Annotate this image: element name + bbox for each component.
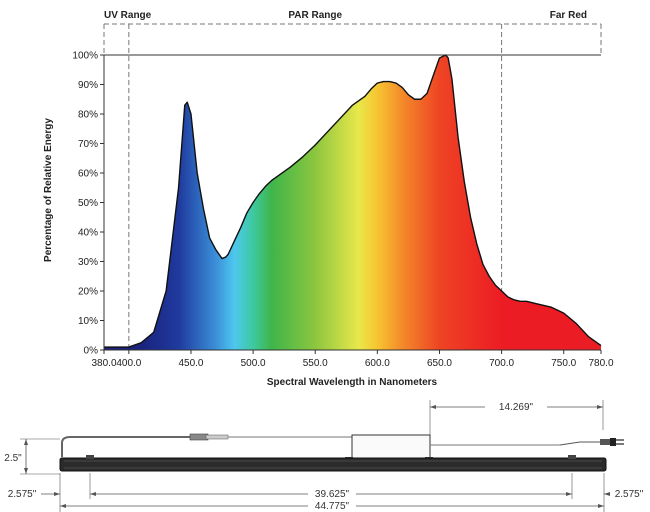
x-tick-label: 500.0	[241, 358, 266, 369]
x-tick-label: 380.0	[91, 358, 116, 369]
x-tick-label: 450.0	[178, 358, 203, 369]
spectrum-area	[104, 55, 601, 350]
y-tick-label: 100%	[72, 51, 98, 62]
x-axis-title: Spectral Wavelength in Nanometers	[267, 377, 438, 388]
y-axis-title: Percentage of Relative Energy	[43, 118, 54, 262]
fixture-body	[59, 433, 624, 472]
y-tick-label: 0%	[84, 346, 99, 357]
right-offset-label: 2.575"	[615, 489, 644, 500]
y-tick-label: 80%	[78, 110, 98, 121]
x-tick-label: 780.0	[588, 358, 613, 369]
fixture-dimension-drawing: 14.269" 2.5"	[2, 400, 648, 512]
x-tick-label: 700.0	[489, 358, 514, 369]
x-tick-label: 600.0	[365, 358, 390, 369]
x-tick-label: 550.0	[303, 358, 328, 369]
cord-length-dimension: 14.269"	[429, 400, 604, 440]
y-tick-label: 90%	[78, 80, 98, 91]
spectrum-chart: UV Range PAR Range Far Red 0% 10% 20% 30% 40% 5…	[43, 10, 614, 388]
range-regions: UV Range PAR Range Far Red	[103, 10, 602, 350]
y-tick-label: 60%	[78, 169, 98, 180]
spectrum-area-layer	[104, 54, 602, 350]
x-tick-label: 750.0	[551, 358, 576, 369]
cord-length-label: 14.269"	[499, 402, 534, 413]
region-label-1: PAR Range	[288, 10, 342, 21]
spectrum-line	[104, 54, 602, 348]
y-tick-label: 10%	[78, 316, 98, 327]
height-label: 2.5"	[4, 453, 22, 464]
y-tick-label: 20%	[78, 287, 98, 298]
x-tick-label: 400.0	[116, 358, 141, 369]
left-offset-label: 2.575"	[8, 489, 37, 500]
overall-length-label: 44.775"	[315, 501, 350, 512]
region-label-0: UV Range	[104, 10, 152, 21]
mount-spacing-label: 39.625"	[315, 489, 350, 500]
y-tick-label: 50%	[78, 198, 98, 209]
y-tick-label: 70%	[78, 139, 98, 150]
x-tick-label: 650.0	[427, 358, 452, 369]
tick-labels: 0% 10% 20% 30% 40% 50% 60% 70% 80% 90% 100% 380.0 40…	[72, 51, 614, 370]
y-tick-label: 40%	[78, 228, 98, 239]
height-dimension: 2.5"	[2, 438, 60, 475]
y-tick-label: 30%	[78, 257, 98, 268]
mount-dimensions: 2.575" 39.625" 2.575" 44.775"	[3, 473, 648, 512]
region-label-2: Far Red	[550, 10, 587, 21]
